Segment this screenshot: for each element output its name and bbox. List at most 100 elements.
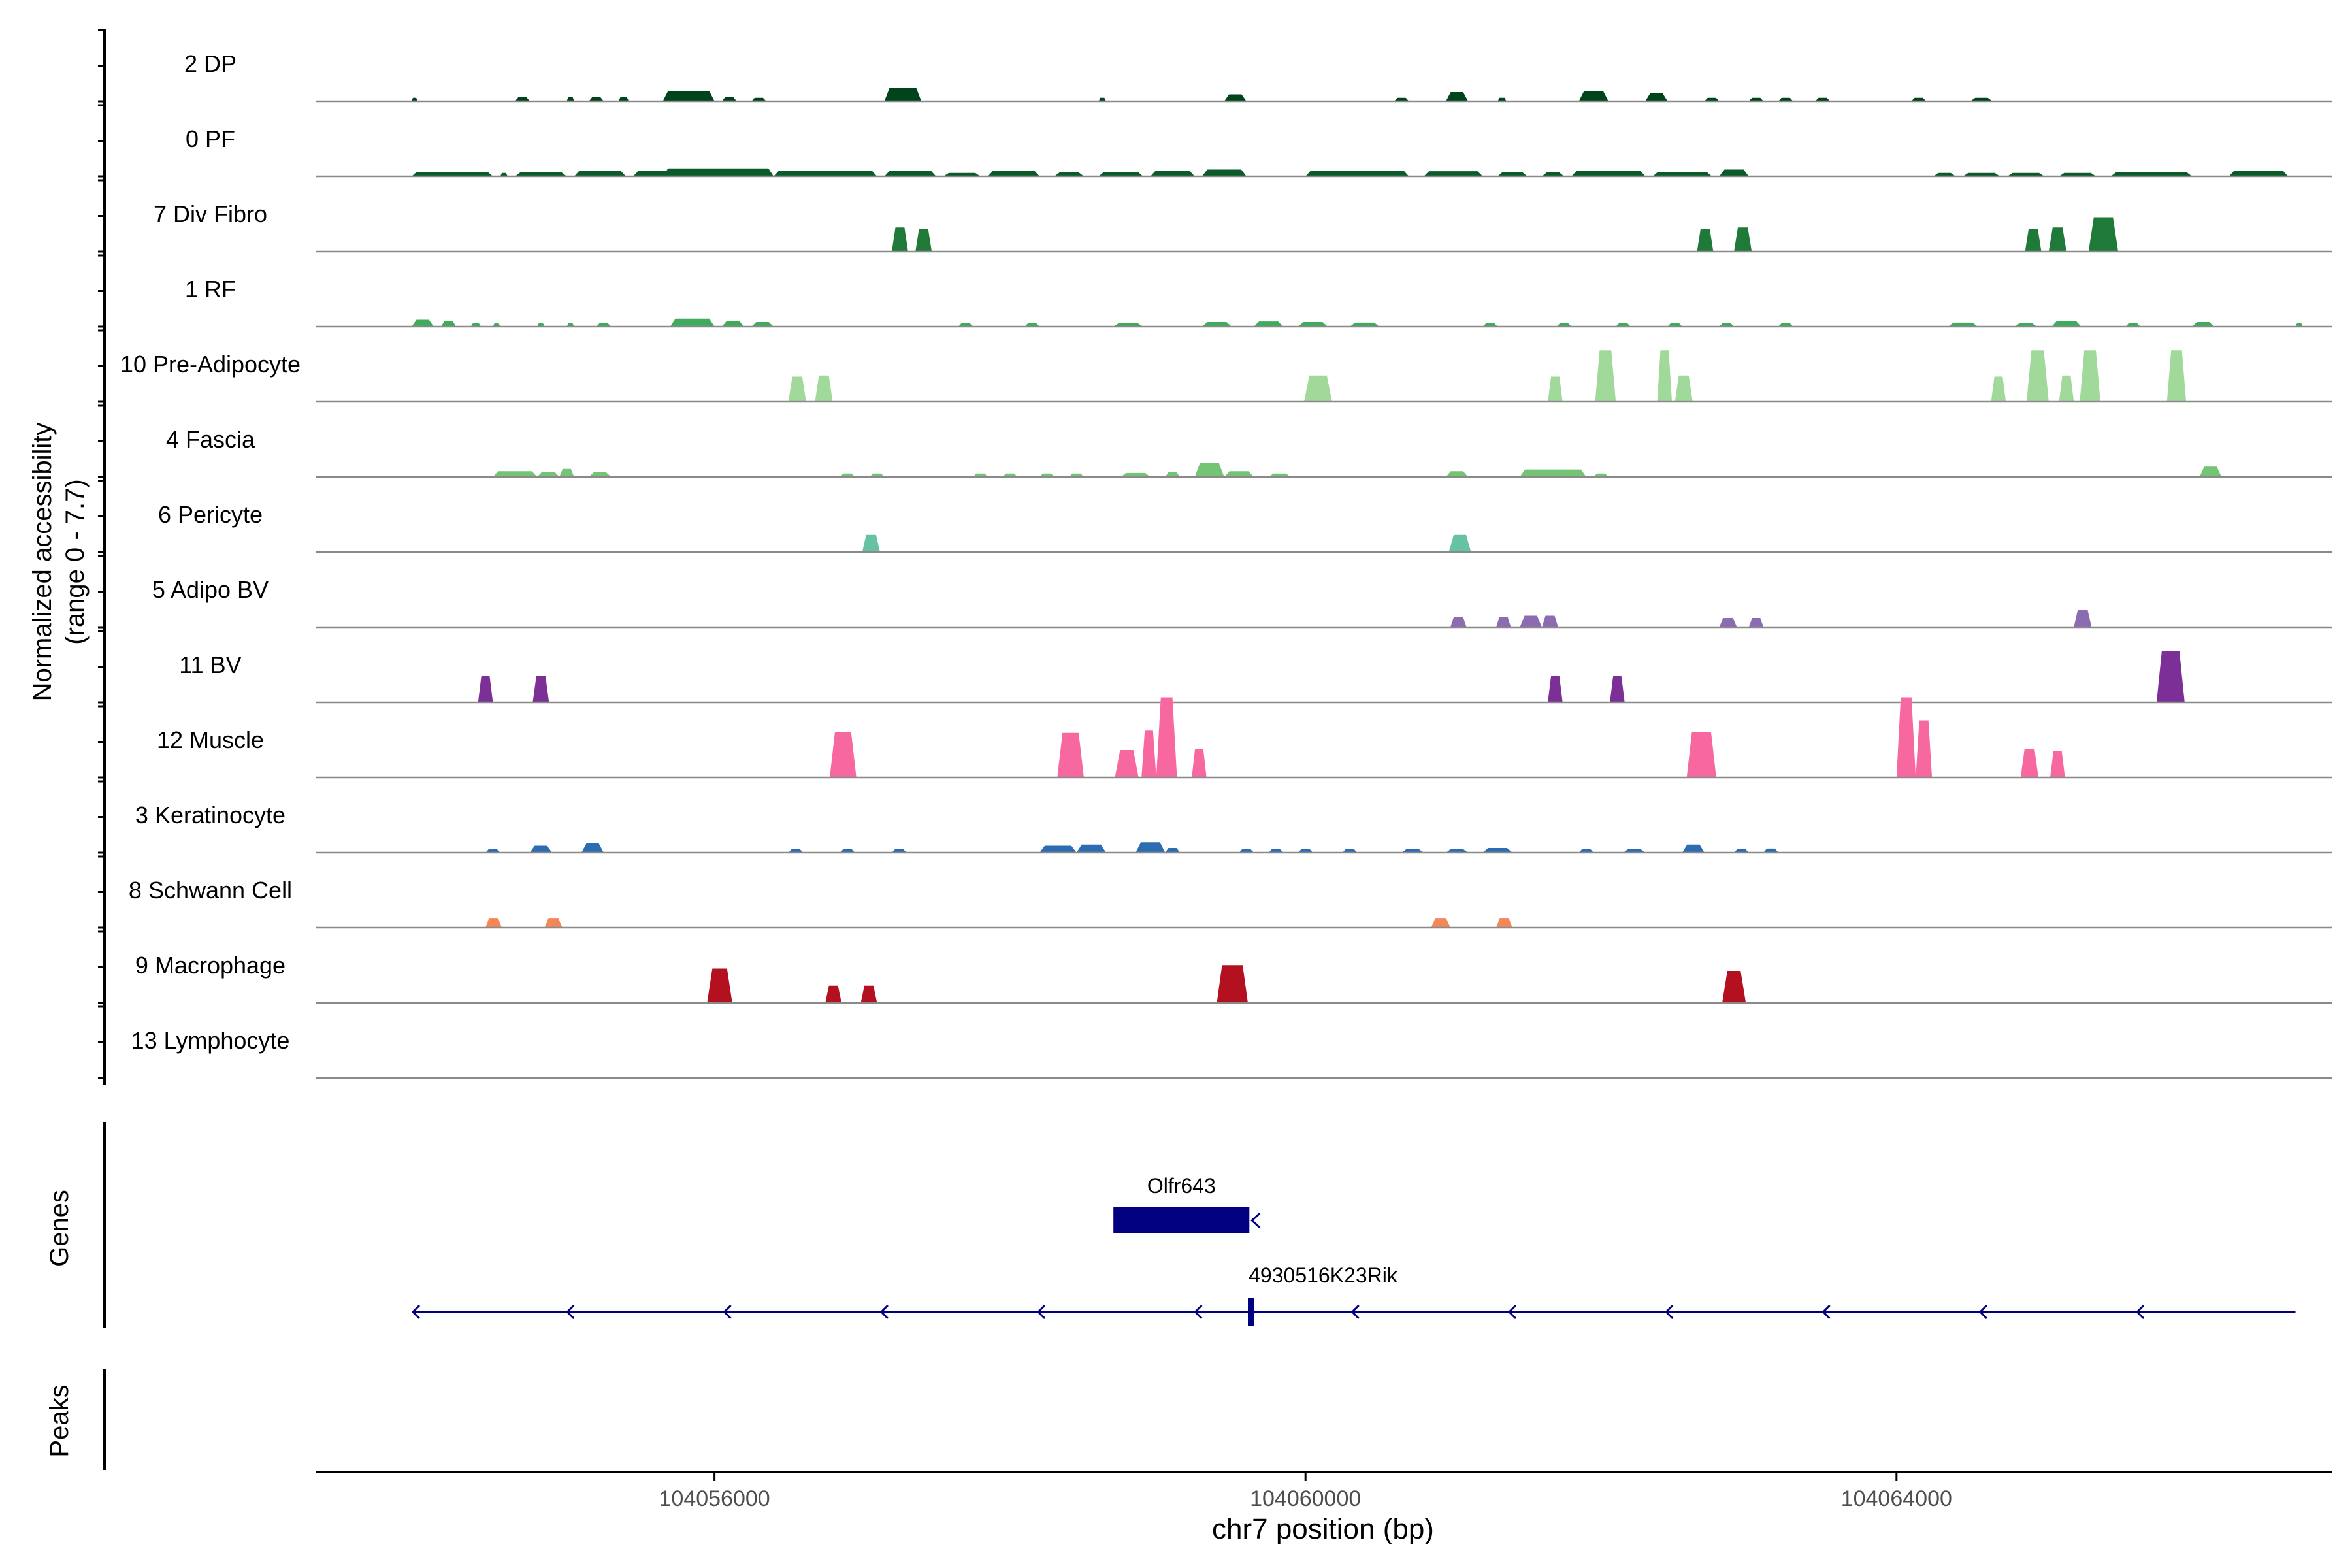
coverage-peak [1520, 615, 1543, 627]
track-label: 13 Lymphocyte [131, 1027, 290, 1054]
strand-arrow [1821, 1304, 1831, 1320]
coverage-peak [1578, 91, 1609, 101]
track-1: 2 DP [184, 50, 2332, 103]
x-axis: 104056000 104060000 104064000 [316, 1471, 2332, 1511]
coverage-peak [589, 472, 612, 477]
coverage-peak [1224, 94, 1247, 101]
track-11: 3 Keratinocyte [135, 802, 2332, 854]
coverage-peak [1156, 697, 1177, 777]
coverage-peak [529, 845, 552, 853]
gene-track: Olfr643 4930516K23Rik [411, 1174, 2296, 1326]
coverage-peak [500, 172, 508, 176]
coverage-peak [830, 732, 857, 777]
y-axis-label-line1: Normalized accessibility [28, 423, 57, 702]
coverage-peak [1578, 849, 1594, 853]
coverage-peak [2166, 350, 2187, 402]
coverage-peak [1991, 376, 2006, 402]
coverage-peak [2059, 172, 2097, 176]
coverage-peak [774, 171, 877, 176]
coverage-peak [1298, 849, 1313, 853]
coverage-peak [1401, 849, 1424, 853]
coverage-peak [566, 97, 574, 101]
coverage-peak [1024, 323, 1040, 327]
coverage-peak [515, 97, 530, 101]
coverage-peak [2051, 321, 2082, 327]
track-label: 12 Muscle [157, 727, 264, 753]
coverage-peak [2088, 217, 2119, 252]
strand-arrow [566, 1304, 575, 1320]
coverage-peak [1268, 473, 1291, 477]
coverage-peak [1610, 676, 1625, 702]
coverage-peak [988, 171, 1040, 176]
track-10: 12 Muscle [157, 697, 2332, 779]
track-7: 6 Pericyte [158, 501, 2332, 553]
coverage-peak [815, 375, 833, 402]
coverage-peak [1446, 471, 1468, 477]
coverage-peak [1192, 749, 1207, 777]
coverage-peak [1911, 97, 1927, 101]
coverage-peak [412, 172, 493, 176]
coverage-peak [532, 676, 549, 702]
coverage-peak [1194, 463, 1224, 477]
coverage-peak [1165, 472, 1180, 477]
coverage-peak [1201, 169, 1247, 176]
coverage-peak [1497, 172, 1527, 176]
coverage-peak [1916, 720, 1933, 777]
coverage-peak [485, 918, 502, 928]
coverage-peak [884, 88, 922, 101]
coverage-peak [493, 471, 538, 477]
strand-arrow [1350, 1304, 1360, 1320]
strand-arrow [879, 1304, 889, 1320]
coverage-peak [670, 318, 715, 327]
peaks-track-label: Peaks [45, 1384, 74, 1457]
coverage-peak [721, 97, 737, 101]
coverage-peak [1350, 322, 1380, 327]
coverage-peak [1069, 473, 1084, 477]
coverage-peak [2229, 171, 2289, 176]
coverage-peak [2025, 229, 2042, 252]
track-label: 9 Macrophage [135, 952, 286, 979]
coverage-peak [1141, 730, 1156, 777]
track-5: 10 Pre-Adipocyte [120, 350, 2332, 403]
coverage-peak [2199, 466, 2222, 477]
coverage-peak [1304, 375, 1332, 402]
coverage-peak [840, 473, 855, 477]
coverage-peak [1748, 97, 1764, 101]
coverage-peak [485, 849, 500, 853]
coverage-peak [973, 473, 988, 477]
coverage-peak [470, 323, 482, 327]
coverage-peak [589, 97, 604, 101]
coverage-peak [574, 171, 626, 176]
coverage-peak [1593, 473, 1609, 477]
coverage-peak [2048, 227, 2066, 252]
coverage-peak [1150, 171, 1195, 176]
coverage-peak [1704, 97, 1720, 101]
coverage-peak [1098, 97, 1106, 101]
strand-arrow [2136, 1304, 2145, 1320]
strand-arrow [1665, 1304, 1674, 1320]
strand-arrow [1978, 1304, 1987, 1320]
coverage-peak [1748, 618, 1764, 627]
track-label: 1 RF [185, 276, 236, 302]
coverage-peak [707, 968, 732, 1003]
coverage-peak [1217, 965, 1248, 1003]
track-12: 8 Schwann Cell [129, 877, 2332, 929]
coverage-peak [1571, 171, 1646, 176]
track-14: 13 Lymphocyte [131, 1027, 2332, 1079]
coverage-peak [2156, 651, 2185, 702]
track-9: 11 BV [179, 651, 2332, 704]
coverage-peak [581, 843, 604, 853]
track-2: 0 PF [186, 125, 2332, 178]
coverage-peak [2007, 172, 2044, 176]
x-axis-label: chr7 position (bp) [1212, 1513, 1434, 1545]
coverage-peak [1076, 844, 1106, 853]
track-label: 6 Pericyte [158, 501, 263, 528]
track-label: 3 Keratinocyte [135, 802, 286, 828]
strand-arrow [411, 1304, 421, 1320]
coverage-peak [825, 985, 842, 1003]
coverage-peak [1394, 97, 1409, 101]
coverage-peak [1970, 97, 1993, 101]
gene-exon-4930516k23rik [1248, 1298, 1254, 1326]
coverage-peak [1595, 350, 1616, 402]
